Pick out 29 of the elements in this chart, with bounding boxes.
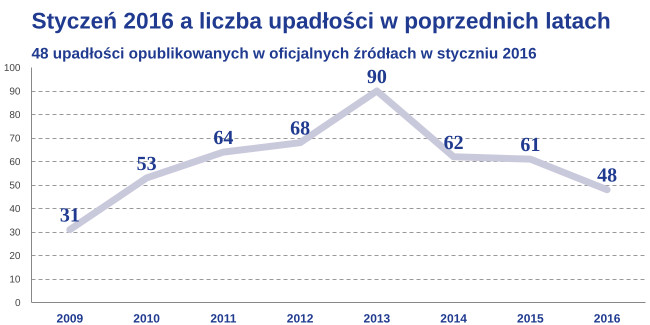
y-tick-label: 50 xyxy=(9,180,21,192)
x-tick-label: 2011 xyxy=(210,312,237,325)
data-label: 68 xyxy=(290,118,310,140)
y-tick-label: 40 xyxy=(9,204,21,215)
chart-title: Styczeń 2016 a liczba upadłości w poprzednich latach xyxy=(32,8,611,34)
data-label: 61 xyxy=(520,134,540,156)
x-tick-label: 2009 xyxy=(56,312,84,325)
data-label: 31 xyxy=(60,204,80,227)
data-label: 64 xyxy=(213,127,234,150)
y-tick-label: 60 xyxy=(9,157,21,168)
data-label: 48 xyxy=(597,164,618,187)
y-tick-label: 100 xyxy=(4,63,21,74)
y-tick-label: 0 xyxy=(14,298,21,309)
chart-subtitle: 48 upadłości opublikowanych w oficjalnych źródłach w styczniu 2016 xyxy=(32,46,537,62)
data-label: 90 xyxy=(366,66,387,88)
x-tick-label: 2015 xyxy=(517,312,544,325)
y-tick-label: 10 xyxy=(9,274,21,286)
data-label: 53 xyxy=(136,152,157,175)
x-tick-label: 2010 xyxy=(133,312,160,325)
y-tick-label: 20 xyxy=(9,251,21,262)
y-tick-label: 70 xyxy=(9,134,21,144)
y-tick-label: 30 xyxy=(9,228,21,238)
x-tick-label: 2016 xyxy=(594,312,621,325)
x-tick-label: 2012 xyxy=(286,312,314,325)
y-tick-label: 90 xyxy=(9,86,21,98)
y-tick-label: 80 xyxy=(9,110,21,121)
data-label: 62 xyxy=(444,132,464,154)
x-tick-label: 2014 xyxy=(440,312,468,325)
x-tick-label: 2013 xyxy=(364,312,391,325)
